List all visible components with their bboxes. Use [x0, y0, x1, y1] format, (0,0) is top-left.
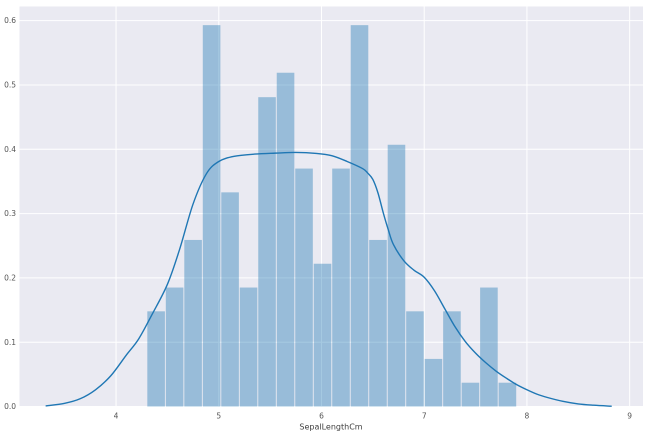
x-tick-label: 9 [627, 412, 632, 421]
histogram-bar [369, 239, 387, 407]
kde-curve [45, 151, 612, 407]
y-tick-label: 0.1 [4, 338, 16, 347]
y-tick-label: 0.5 [4, 81, 16, 90]
histogram-bar [498, 382, 517, 407]
histogram-bar [239, 287, 258, 407]
x-tick-label: 5 [216, 412, 221, 421]
histogram-bar [480, 287, 498, 407]
histogram-bar [313, 263, 332, 407]
histogram-bar [165, 287, 184, 407]
histogram-bar [276, 72, 295, 407]
plot-area [19, 6, 643, 407]
histogram-bar [202, 25, 221, 407]
x-tick-label: 8 [525, 412, 530, 421]
x-tick-label: 6 [319, 412, 324, 421]
y-tick-label: 0.6 [4, 16, 16, 25]
histogram-bar [295, 168, 313, 407]
histogram-bar [147, 311, 165, 407]
y-tick-label: 0.2 [4, 273, 16, 282]
y-tick-label: 0.0 [4, 402, 16, 411]
y-tick-label: 0.4 [4, 145, 16, 154]
histogram-bar [258, 97, 276, 407]
histogram-bar [332, 168, 350, 407]
x-tick-label: 7 [422, 412, 427, 421]
x-axis-label: SepalLengthCm [299, 423, 362, 432]
histogram-bar [461, 382, 480, 407]
histogram-bar [424, 358, 443, 407]
histogram-bar [387, 144, 406, 407]
histogram-bar [221, 192, 239, 407]
histogram-bar [406, 311, 424, 407]
histogram-bar [184, 239, 202, 407]
y-tick-label: 0.3 [4, 209, 16, 218]
x-tick-label: 4 [114, 412, 119, 421]
histogram-bar [443, 311, 461, 407]
histogram-bar [350, 25, 369, 407]
